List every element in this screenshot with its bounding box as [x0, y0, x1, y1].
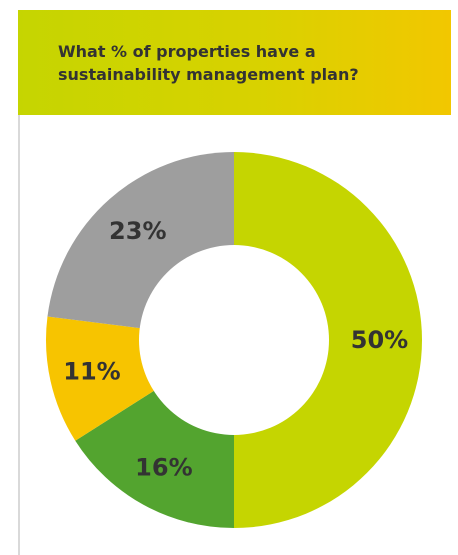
left-divider [18, 115, 20, 555]
donut-slices [45, 152, 422, 528]
donut-hole [139, 245, 329, 435]
slice-label-1: 16% [135, 454, 192, 482]
slice-label-2: 11% [63, 358, 120, 386]
chart-title: What % of properties have a sustainabili… [58, 42, 359, 84]
chart-header: What % of properties have a sustainabili… [18, 10, 451, 115]
slice-label-3: 23% [109, 217, 166, 245]
donut-labels: 50% 16% 11% 23% [63, 217, 408, 482]
slice-label-0: 50% [351, 326, 408, 354]
